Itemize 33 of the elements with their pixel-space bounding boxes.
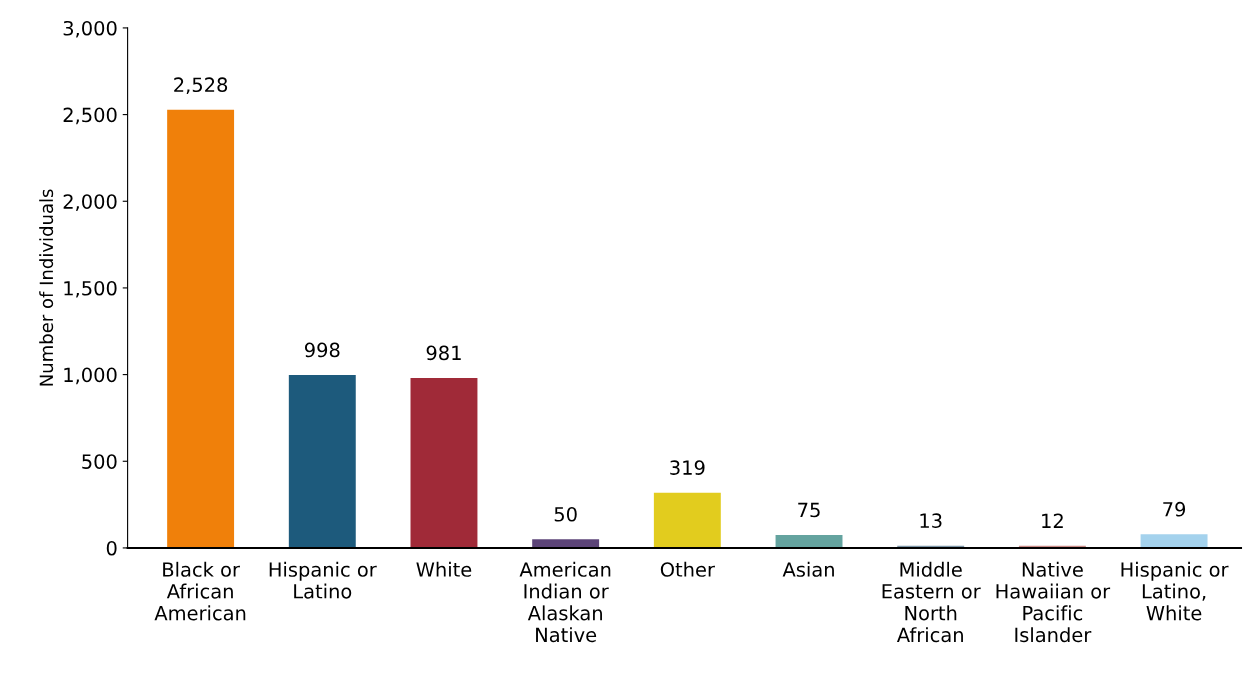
- bar: [653, 492, 721, 548]
- bar: [288, 374, 356, 548]
- bar: [410, 377, 478, 548]
- data-label: 981: [426, 345, 461, 361]
- y-tick-label: 2,000: [63, 194, 117, 211]
- x-tick-label: Black or African American: [154, 561, 246, 621]
- x-tick-label: Hispanic or Latino: [269, 561, 377, 599]
- data-label: 998: [304, 342, 340, 358]
- bar: [1140, 534, 1208, 548]
- x-tick-label: Native Hawaiian or Pacific Islander: [996, 561, 1111, 643]
- data-label: 12: [1042, 513, 1063, 528]
- x-tick-label: Other: [660, 561, 715, 577]
- bar: [532, 539, 600, 548]
- data-label: 2,528: [174, 77, 228, 95]
- x-tick-label: Asian: [782, 561, 834, 577]
- data-label: 319: [670, 460, 705, 475]
- data-label: 50: [554, 506, 577, 522]
- data-label: 13: [920, 513, 942, 529]
- y-tick-label: 2,500: [63, 107, 117, 125]
- y-tick-label: 0: [106, 540, 117, 556]
- x-tick-label: American Indian or Alaskan Native: [519, 561, 611, 643]
- y-tick-label: 1,500: [64, 280, 117, 298]
- data-label: 75: [798, 502, 820, 518]
- data-label: 79: [1163, 501, 1186, 517]
- x-tick-label: Middle Eastern or North African: [882, 561, 981, 643]
- bar: [775, 534, 843, 548]
- y-tick-label: 1,000: [64, 367, 117, 385]
- bar: [167, 109, 235, 548]
- y-axis-title: Number of Individuals: [39, 189, 54, 386]
- x-tick-label: Hispanic or Latino, White: [1121, 561, 1229, 621]
- y-tick-label: 3,000: [63, 20, 117, 38]
- y-tick-label: 500: [82, 454, 117, 469]
- x-tick-label: White: [416, 561, 472, 577]
